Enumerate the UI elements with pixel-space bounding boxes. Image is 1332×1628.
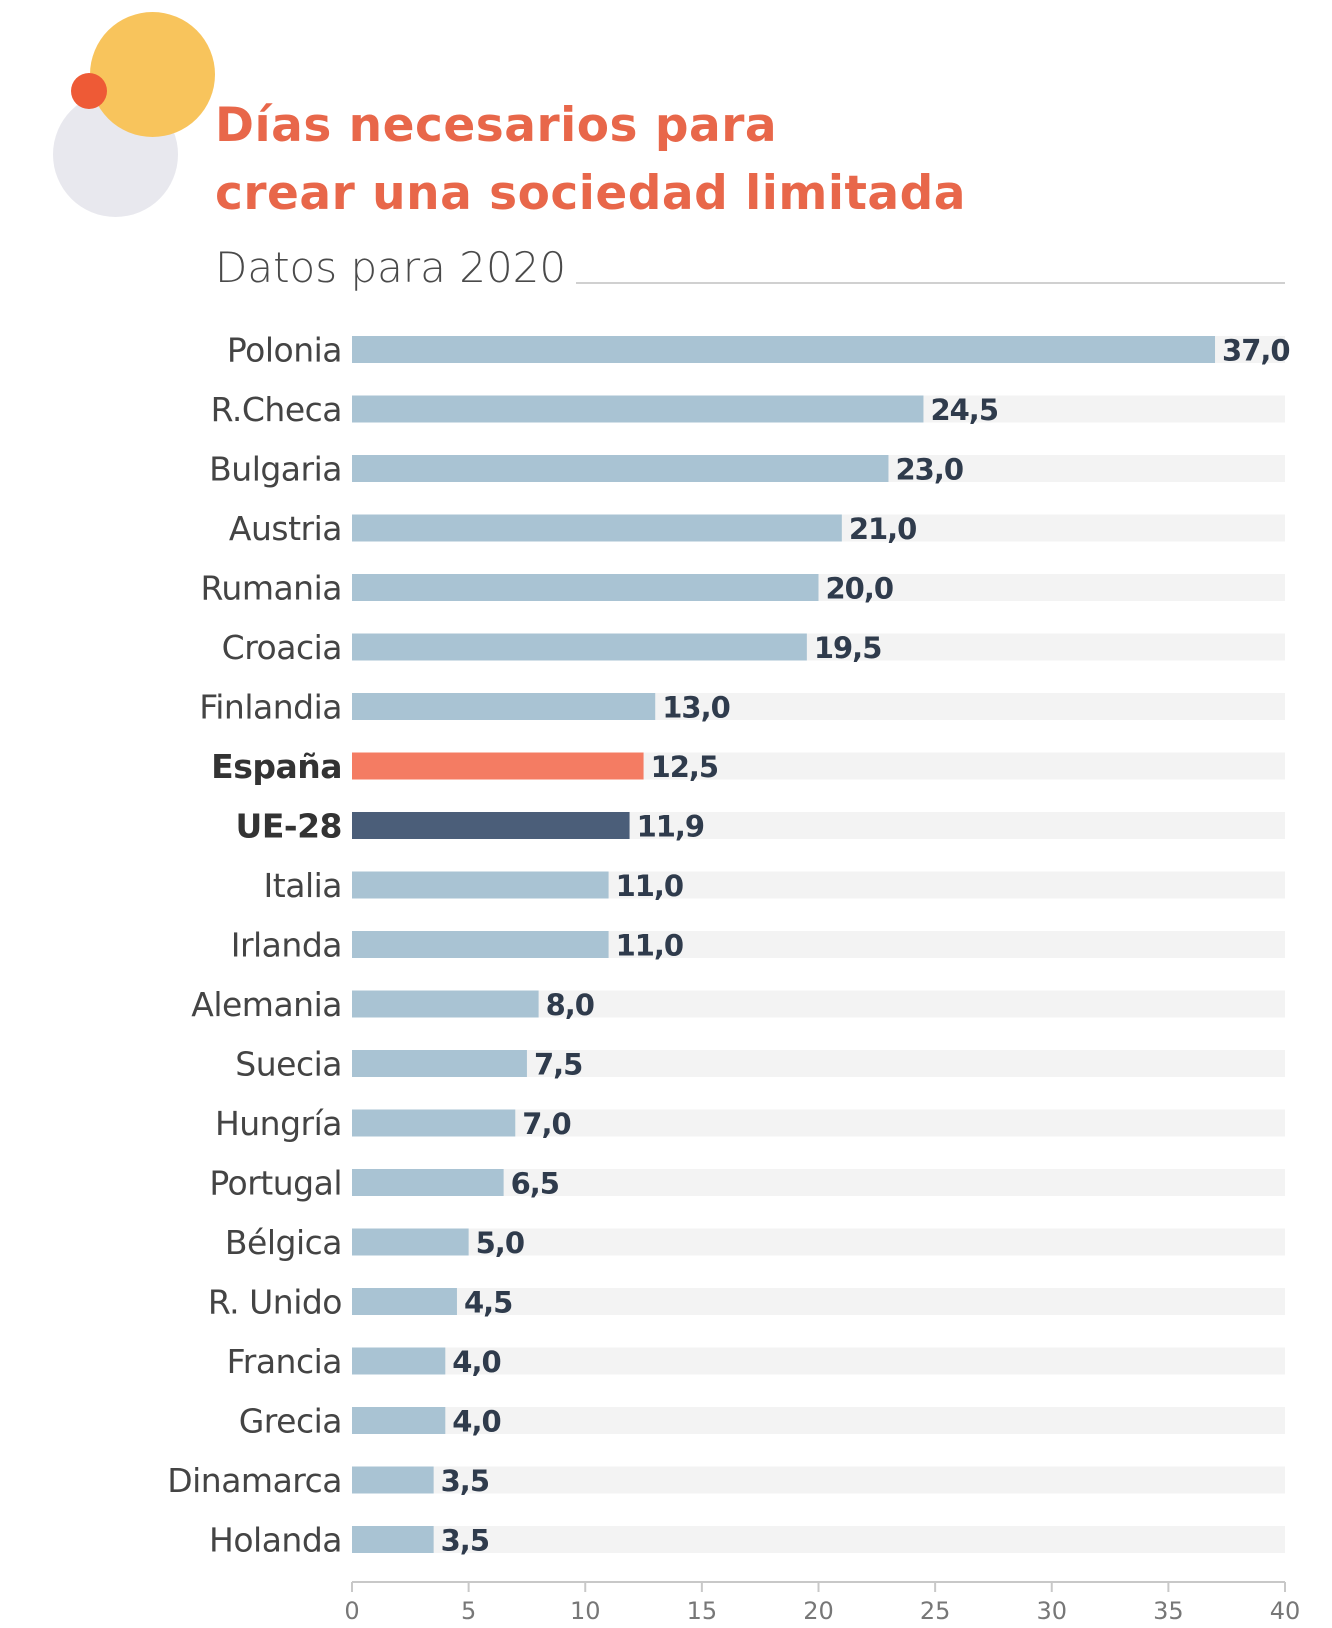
category-label: Polonia (227, 331, 342, 370)
category-label: Irlanda (231, 926, 342, 965)
bar (352, 395, 924, 423)
bar-track (352, 1169, 1285, 1196)
value-label: 3,5 (441, 1524, 489, 1558)
value-label: 8,0 (546, 988, 594, 1022)
value-label: 3,5 (441, 1464, 489, 1498)
value-label: 21,0 (849, 512, 917, 546)
category-label: Holanda (209, 1521, 342, 1560)
bar (352, 514, 842, 542)
value-label: 23,0 (895, 453, 963, 487)
bar (352, 574, 819, 601)
category-label: España (211, 747, 342, 786)
category-label: Bélgica (225, 1223, 342, 1262)
bar-track (352, 1526, 1285, 1553)
value-label: 20,0 (826, 572, 894, 606)
category-label: UE-28 (236, 807, 342, 846)
value-label: 13,0 (662, 691, 730, 725)
bar (352, 455, 889, 482)
decor-circle-yellow (90, 12, 215, 137)
category-label: Alemania (191, 985, 342, 1024)
category-label: R.Checa (211, 390, 342, 429)
bar (352, 693, 656, 720)
bar (352, 1169, 504, 1196)
category-label: Dinamarca (167, 1461, 342, 1500)
x-tick-label: 20 (803, 1597, 834, 1625)
category-label: Rumania (200, 569, 342, 608)
category-label: Italia (264, 866, 342, 905)
bar (352, 633, 807, 661)
category-label: Grecia (239, 1402, 342, 1441)
subtitle-rule (215, 282, 1285, 284)
value-label: 4,5 (464, 1286, 512, 1320)
bar (352, 1288, 457, 1315)
value-label: 24,5 (930, 393, 998, 427)
value-label: 19,5 (814, 631, 882, 665)
category-label: Francia (227, 1342, 342, 1381)
bar (352, 1526, 434, 1553)
bar (352, 931, 609, 958)
category-label: R. Unido (208, 1283, 342, 1322)
bar (352, 1347, 446, 1375)
category-label: Bulgaria (209, 450, 342, 489)
value-label: 11,0 (616, 869, 684, 903)
bar (352, 752, 644, 780)
bar (352, 1407, 446, 1434)
x-tick-label: 0 (344, 1597, 359, 1625)
category-label: Croacia (222, 628, 342, 667)
chart-title: Días necesarios para crear una sociedad l… (215, 98, 966, 221)
x-tick-label: 15 (687, 1597, 718, 1625)
bar (352, 990, 539, 1018)
category-label: Finlandia (199, 688, 342, 727)
bar-track (352, 1347, 1285, 1375)
bar (352, 1109, 516, 1137)
decor-circle-red (71, 73, 107, 109)
subtitle-row: Datos para 2020 (215, 240, 1285, 296)
bar-track (352, 1288, 1285, 1315)
category-label: Suecia (235, 1045, 342, 1084)
category-label: Austria (229, 509, 342, 548)
bar (352, 1050, 527, 1077)
bar (352, 812, 630, 839)
x-tick-label: 40 (1270, 1597, 1301, 1625)
bar (352, 336, 1216, 363)
category-label: Hungría (215, 1104, 342, 1143)
bar (352, 1228, 469, 1256)
value-label: 6,5 (511, 1167, 559, 1201)
value-label: 11,0 (616, 929, 684, 963)
value-label: 7,5 (534, 1048, 582, 1082)
value-label: 5,0 (476, 1226, 524, 1260)
bar (352, 871, 609, 899)
chart-subtitle: Datos para 2020 (215, 240, 577, 296)
value-label: 11,9 (637, 810, 705, 844)
bar-track (352, 1407, 1285, 1434)
x-tick-label: 30 (1036, 1597, 1067, 1625)
value-label: 4,0 (452, 1345, 500, 1379)
category-label: Portugal (209, 1164, 342, 1203)
value-label: 7,0 (522, 1107, 570, 1141)
value-label: 37,0 (1222, 334, 1290, 368)
value-label: 12,5 (651, 750, 719, 784)
x-tick-label: 25 (920, 1597, 951, 1625)
value-label: 4,0 (452, 1405, 500, 1439)
x-tick-label: 35 (1153, 1597, 1184, 1625)
x-tick-label: 10 (570, 1597, 601, 1625)
x-tick-label: 5 (461, 1597, 476, 1625)
bar (352, 1466, 434, 1494)
bar-track (352, 1228, 1285, 1256)
bar-track (352, 1466, 1285, 1494)
